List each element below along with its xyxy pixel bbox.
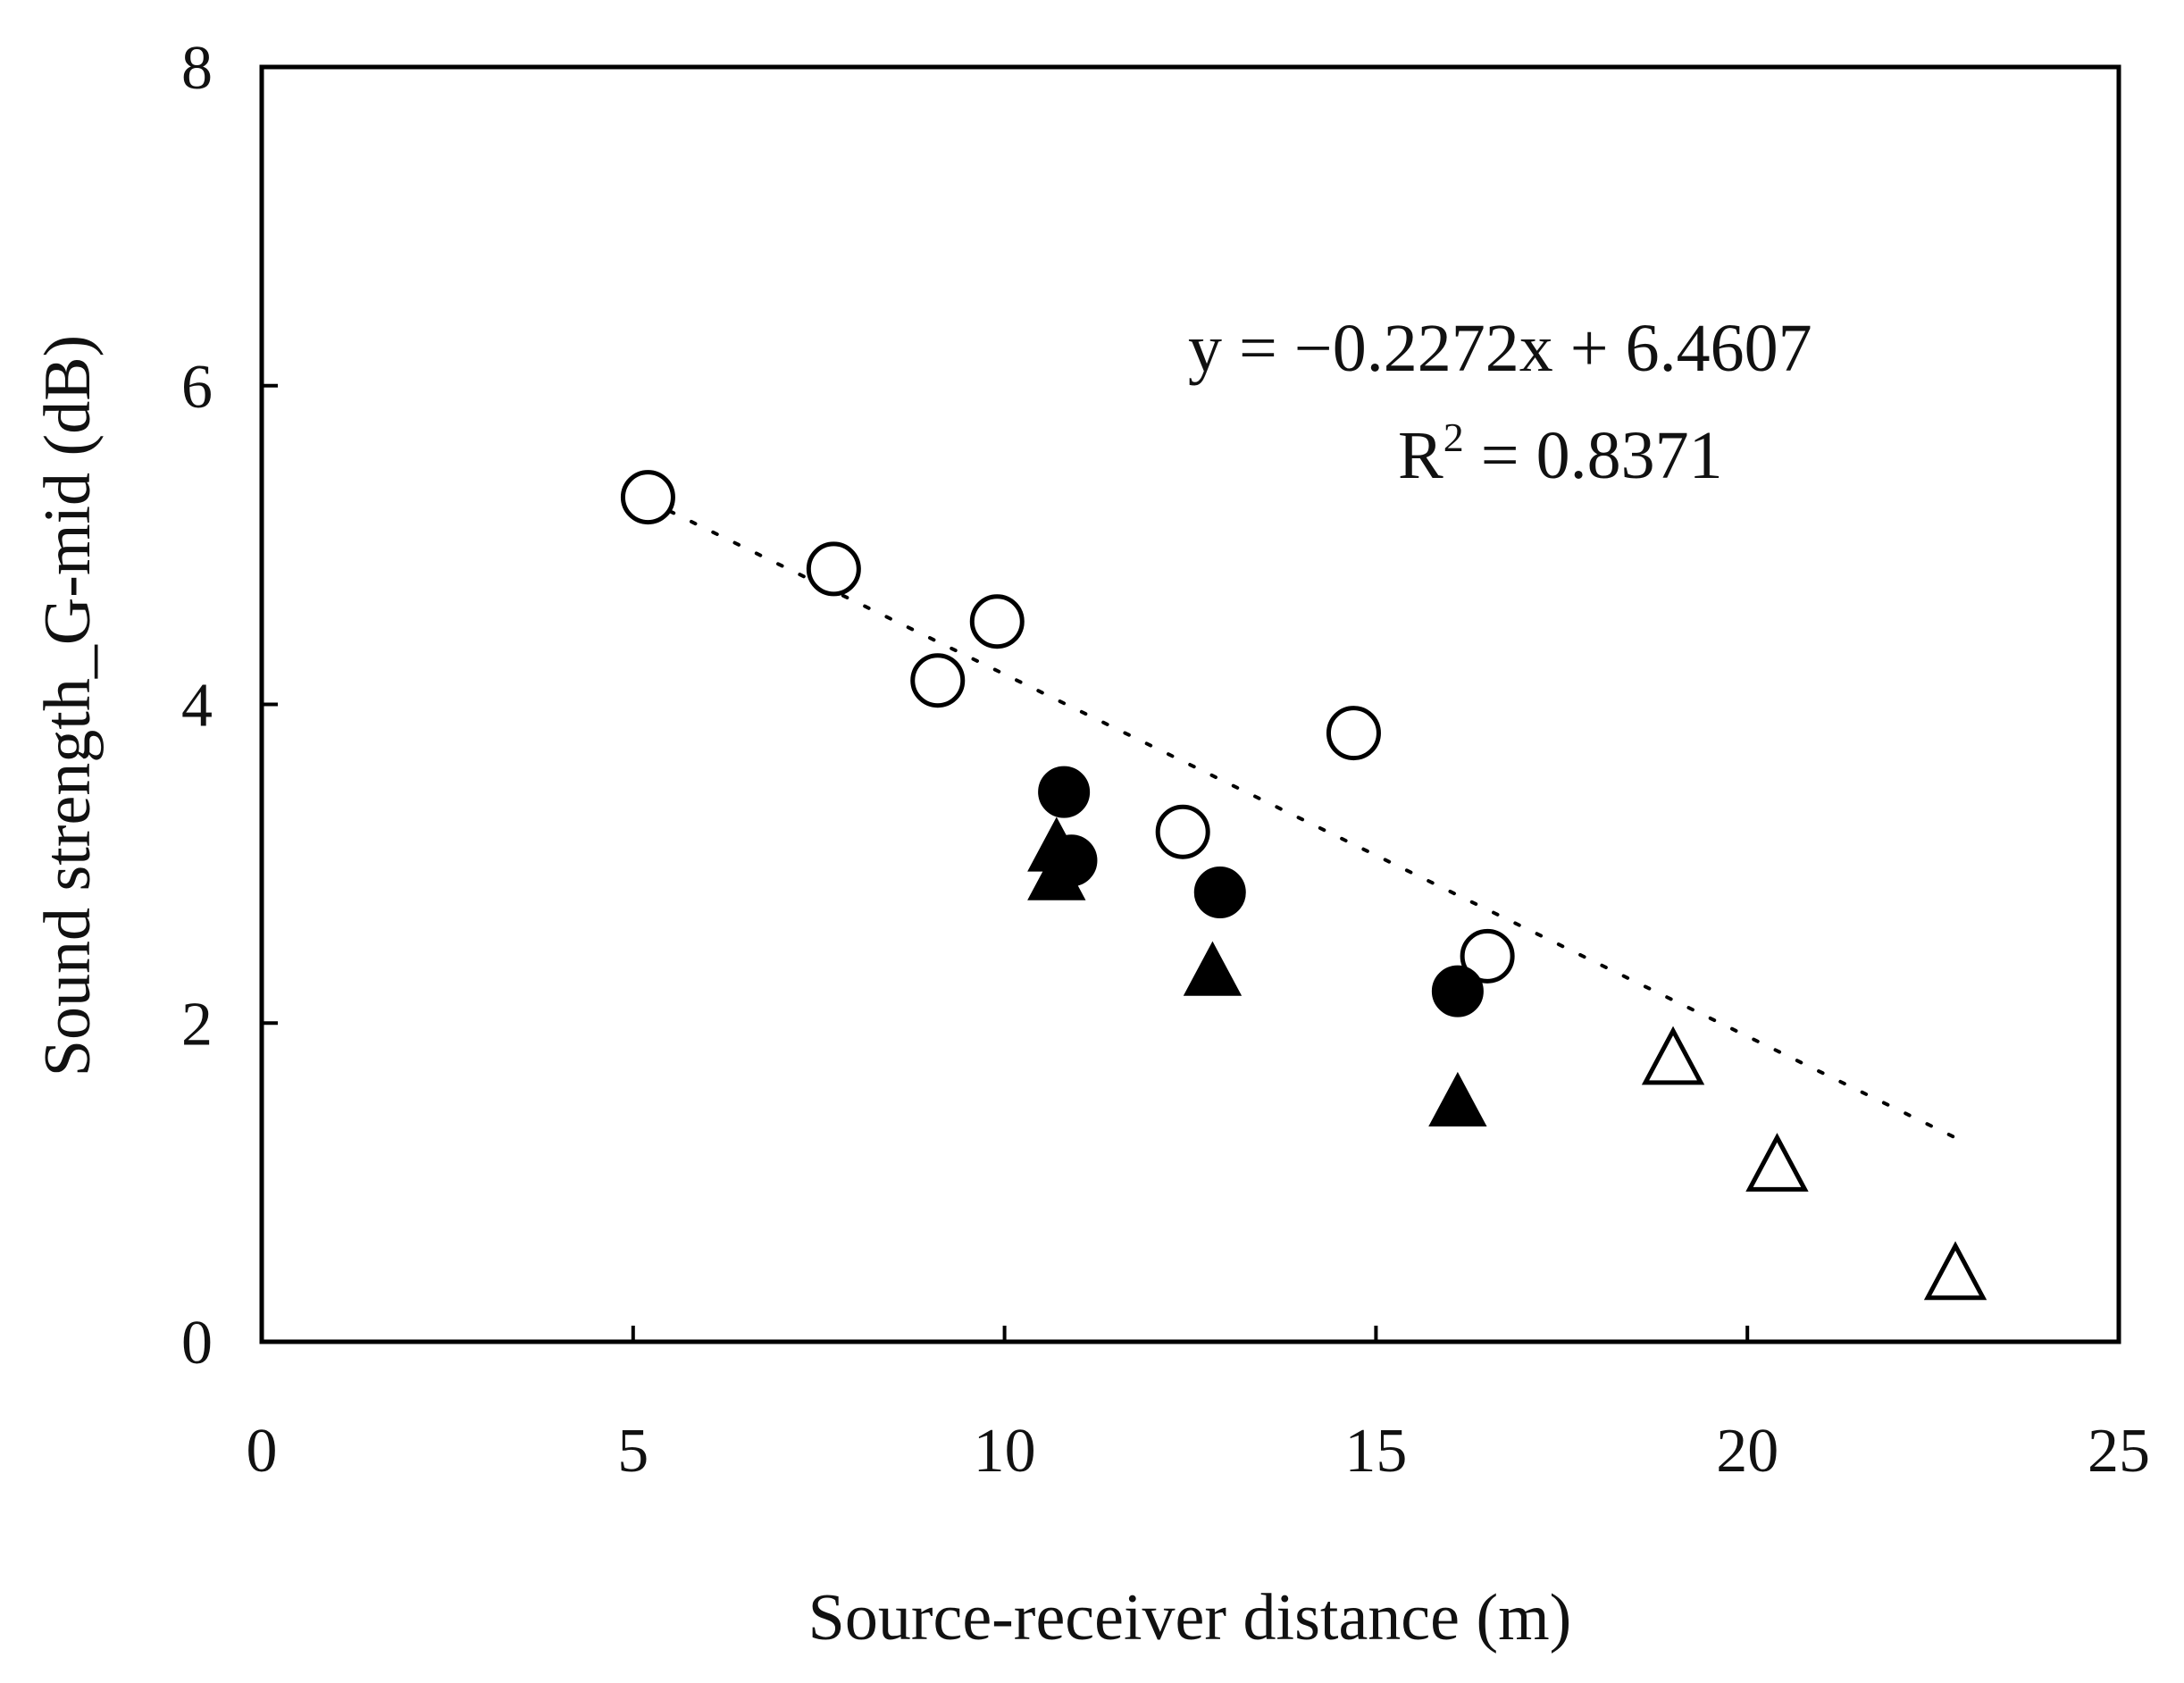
y-tick-label: 0 — [181, 1309, 213, 1377]
r-squared-superscript: 2 — [1443, 414, 1464, 460]
open-triangle-point — [1923, 1241, 1987, 1301]
filled-triangle-point — [1183, 941, 1243, 996]
filled-circle-point — [1193, 866, 1246, 918]
open-circle-point — [969, 594, 1025, 649]
r-squared-value: = 0.8371 — [1464, 418, 1723, 493]
plot-frame — [259, 64, 2121, 1344]
open-circle-point — [620, 470, 675, 525]
y-axis-ticks: 0 2 4 6 8 — [181, 34, 278, 1377]
x-tick-label: 5 — [617, 1417, 649, 1486]
x-tick-label: 25 — [2088, 1417, 2150, 1486]
x-tick-label: 0 — [247, 1417, 278, 1486]
y-tick-label: 6 — [181, 353, 213, 422]
data-points — [620, 470, 1987, 1301]
x-tick-label: 20 — [1716, 1417, 1778, 1486]
r-squared-r: R — [1398, 418, 1443, 493]
y-tick-label: 8 — [181, 34, 213, 103]
open-triangle-point — [1641, 1026, 1705, 1085]
trendline — [646, 498, 1958, 1140]
x-tick-label: 10 — [974, 1417, 1036, 1486]
open-circle-point — [1326, 706, 1381, 761]
x-axis-title: Source-receiver distance (m) — [808, 1581, 1572, 1654]
open-circle-point — [910, 653, 966, 708]
filled-triangle-point — [1428, 1071, 1487, 1127]
open-triangle-point — [1745, 1133, 1809, 1192]
regression-equation: y = −0.2272x + 6.4607 — [1188, 311, 1812, 386]
filled-circle-point — [1431, 965, 1484, 1017]
y-tick-label: 4 — [181, 672, 213, 741]
open-circle-point — [1460, 928, 1515, 984]
y-axis-title: Sound strength_G-mid (dB) — [31, 335, 105, 1076]
x-tick-label: 15 — [1344, 1417, 1407, 1486]
r-squared-label: R2 = 0.8371 — [1398, 414, 1723, 493]
y-tick-label: 2 — [181, 990, 213, 1059]
filled-circle-point — [1038, 766, 1091, 818]
open-circle-point — [1155, 804, 1210, 859]
trendline-group — [646, 498, 1958, 1140]
x-axis-ticks: 0 5 10 15 20 25 — [247, 1326, 2150, 1486]
filled-triangle-point — [1027, 845, 1086, 900]
open-circle-point — [806, 541, 861, 597]
